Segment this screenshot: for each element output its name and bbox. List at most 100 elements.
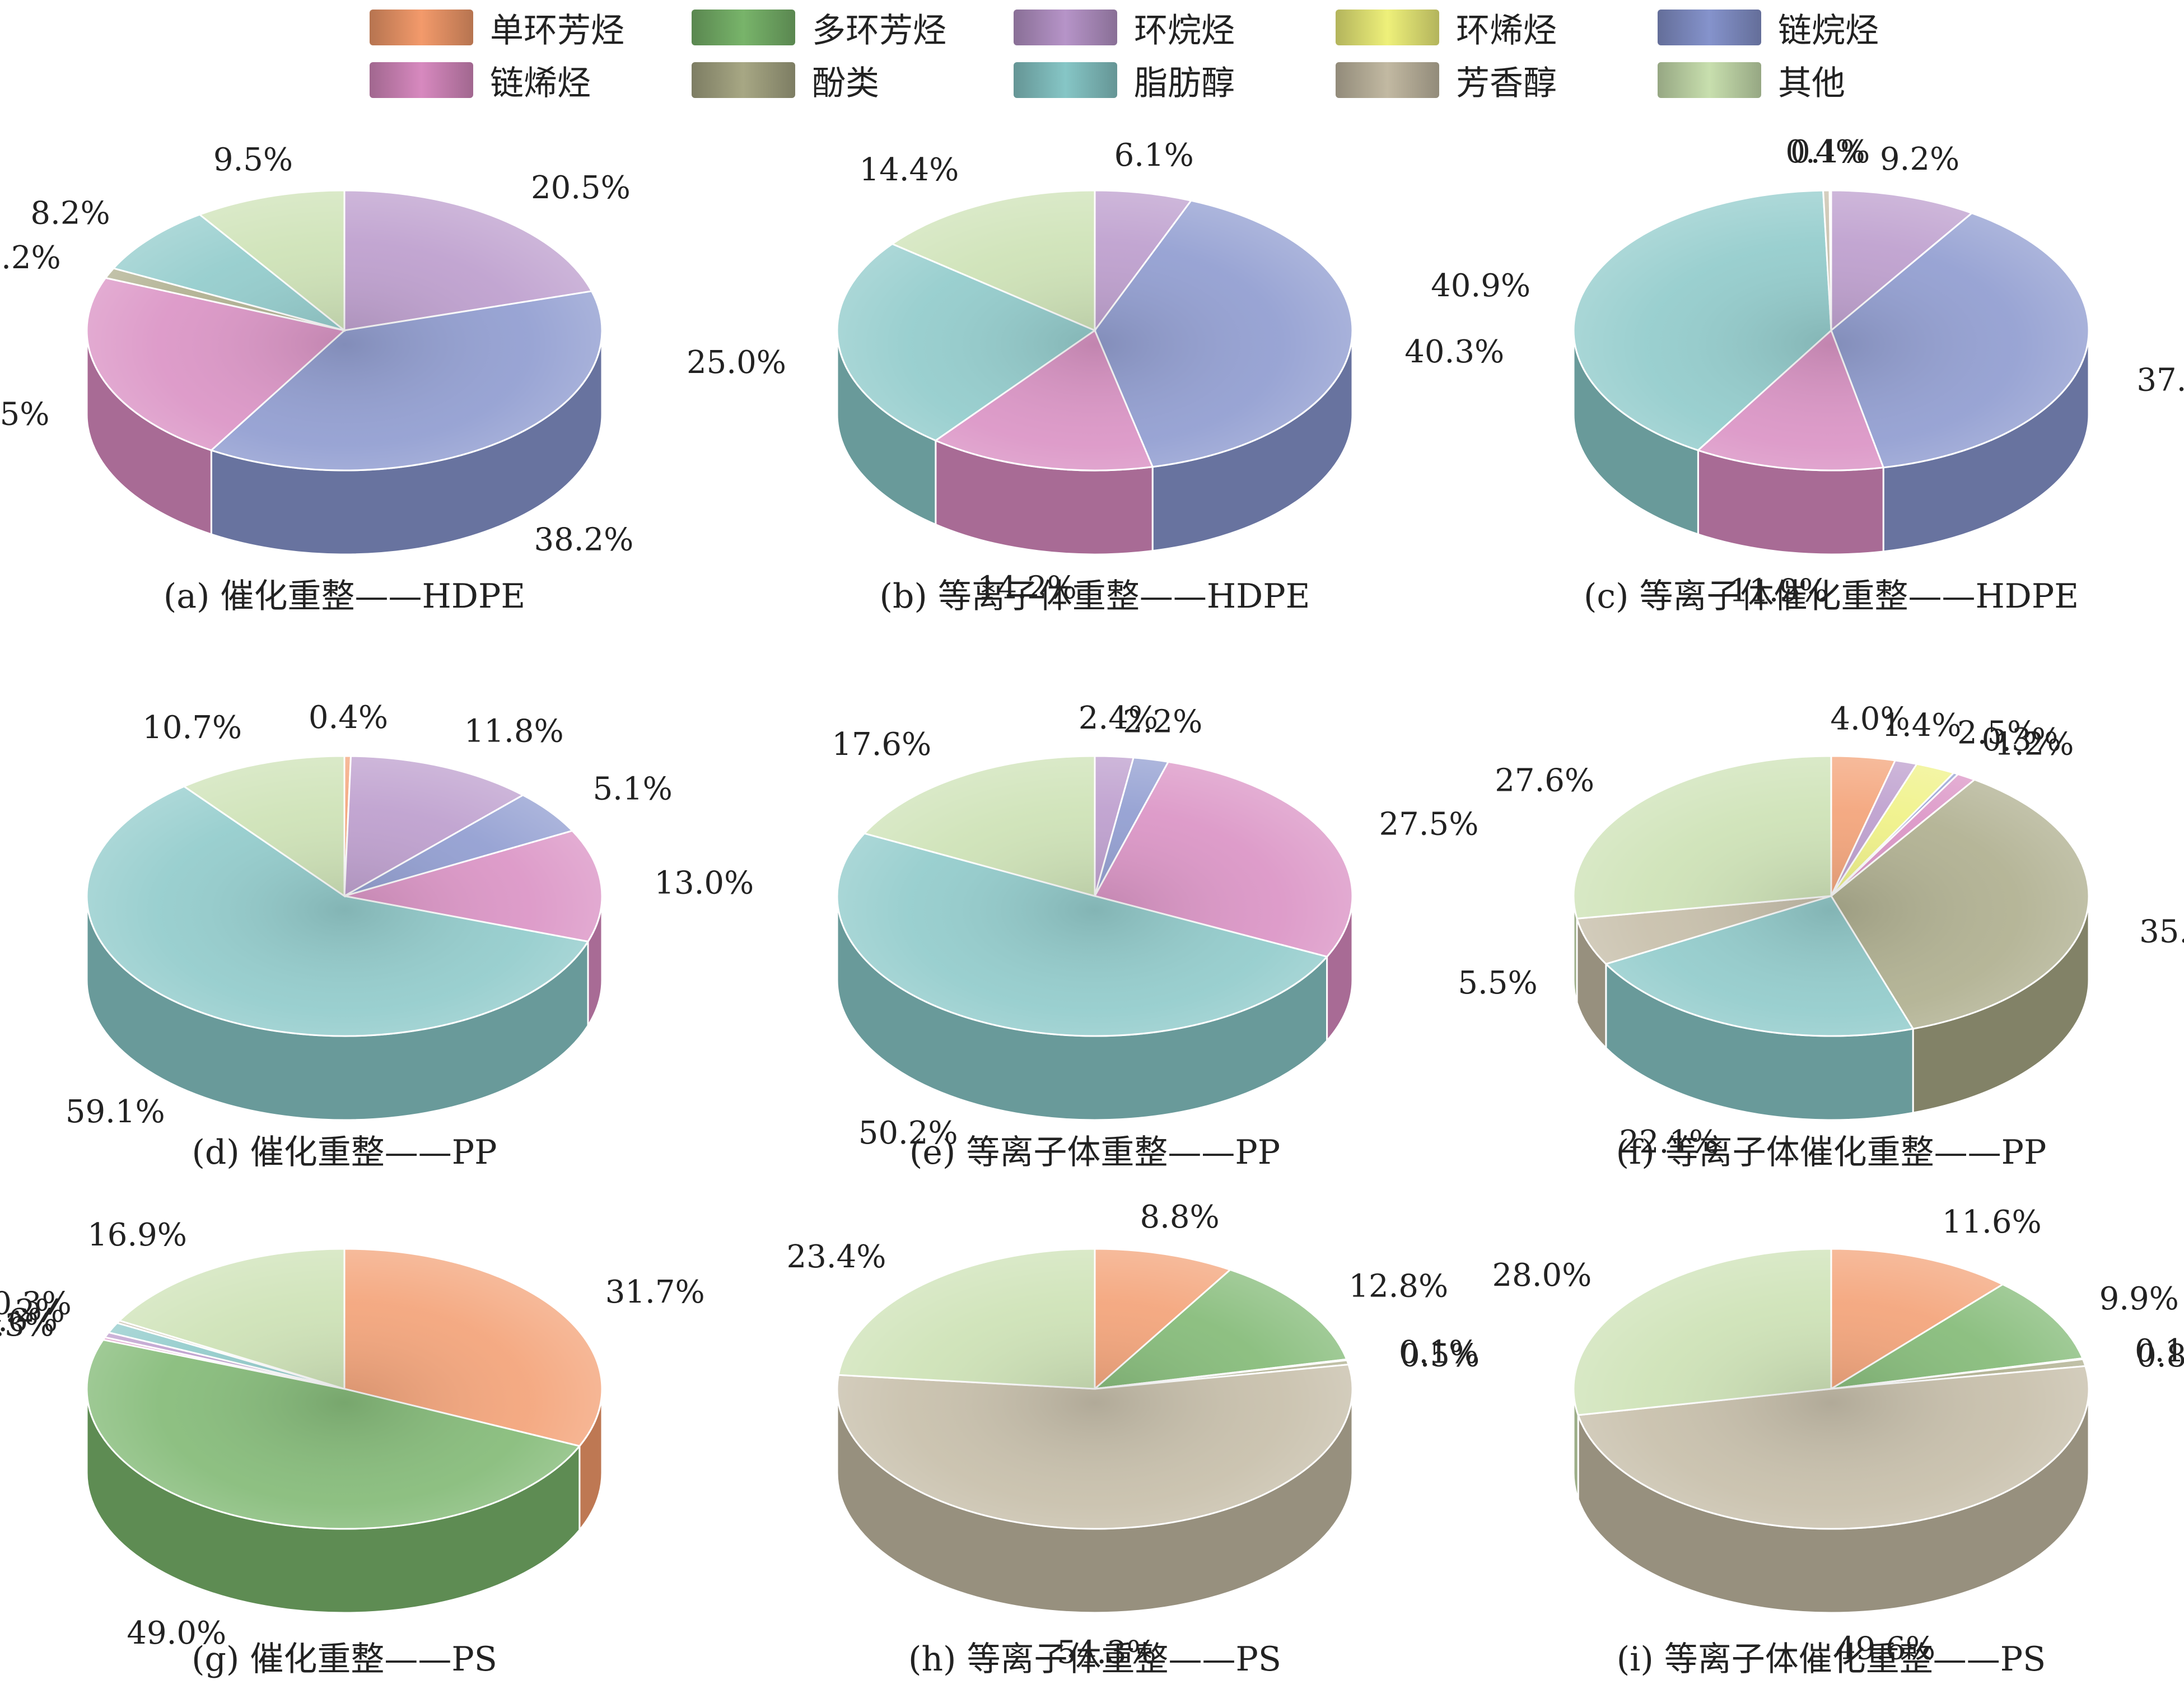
legend-label: 链烷烃 — [1778, 11, 1879, 50]
pie-chart: 4.0%1.4%2.5%0.3%1.2% 35.5% 22.1% 5.5% 27.6% (… — [1458, 701, 2184, 1172]
pie-percent-label: 2.4% — [1079, 700, 1158, 736]
pie-labels: 6.1% 40.3% 14.2% 25.0% 14.4% — [687, 137, 1504, 606]
pie-percent-label: 0.1% — [1790, 134, 1870, 170]
pie-labels: 31.7% 49.0% 0.3%0.6%1.2%0.3% 16.9% — [0, 1217, 705, 1651]
legend-swatch — [1014, 62, 1117, 98]
pie-side-walls — [1572, 330, 2090, 556]
pie-side-walls — [836, 895, 1354, 1121]
legend-swatch — [1658, 62, 1761, 98]
pie-percent-label: 10.7% — [142, 710, 242, 746]
pie-percent-label: 11.8% — [464, 713, 564, 750]
pie-caption: (g) 催化重整——PS — [192, 1640, 497, 1679]
pie-percent-label: 0.1% — [2135, 1333, 2184, 1369]
pie-top-shine — [1574, 1249, 2089, 1529]
pie-percent-label: 22.5% — [0, 396, 49, 433]
pie-top — [1572, 1248, 2090, 1530]
pie-percent-label: 22.1% — [1619, 1124, 1719, 1160]
legend-swatch — [1336, 10, 1439, 45]
pie-caption: (f) 等离子体催化重整——PP — [1616, 1133, 2047, 1172]
pie-side-walls — [836, 330, 1354, 556]
legend: 单环芳烃 多环芳烃 环烷烃 环烯烃 链烷烃 链烯烃 酚类 脂肪醇 芳香醇 其他 — [0, 0, 2184, 112]
pie-percent-label: 16.9% — [87, 1217, 187, 1253]
legend-label: 环烷烃 — [1134, 11, 1235, 50]
pie-chart: 9.2% 37.6% 11.9% 40.9% 0.4%0.1% (c) 等离子体催化重整—… — [1431, 134, 2184, 616]
pie-percent-label: 0.3% — [0, 1286, 72, 1322]
pie-percent-label: 40.9% — [1431, 268, 1530, 304]
legend-item: 其他 — [1658, 55, 1845, 105]
pie-chart: 11.6% 9.9% 0.1%0.8% 49.6% 28.0% (i) 等离子体催化重整—… — [1492, 1204, 2184, 1679]
pie-percent-label: 1.2% — [0, 240, 61, 276]
pie-top-shine — [1574, 190, 2089, 470]
pie-caption: (i) 等离子体催化重整——PS — [1617, 1640, 2046, 1679]
pie-labels: 9.2% 37.6% 11.9% 40.9% 0.4%0.1% — [1431, 134, 2184, 609]
legend-label: 其他 — [1778, 63, 1845, 103]
pie-top-shine — [87, 190, 602, 470]
pie-percent-label: 5.1% — [593, 771, 673, 808]
pie-percent-label: 31.7% — [605, 1274, 705, 1310]
pie-caption: (d) 催化重整——PP — [192, 1133, 497, 1172]
pie-percent-label: 9.9% — [2099, 1281, 2179, 1317]
pie-labels: 2.4%2.2% 27.5% 50.2% 17.6% — [832, 700, 1478, 1151]
pie-percent-label: 8.8% — [1140, 1199, 1219, 1235]
pie-top — [86, 755, 603, 1037]
pie-percent-label: 0.5% — [1400, 1337, 1480, 1374]
pie-percent-label: 9.5% — [213, 142, 293, 178]
pie-percent-label: 1.2% — [1994, 726, 2074, 763]
pie-chart: 0.4% 11.8% 5.1% 13.0% 59.1% 10.7% (d) 催化重整——PP — [66, 699, 754, 1172]
pie-chart: 2.4%2.2% 27.5% 50.2% 17.6% (e) 等离子体重整——PP — [832, 700, 1478, 1172]
pie-top — [1572, 755, 2090, 1037]
pie-top-shine — [87, 1249, 602, 1529]
pie-percent-label: 35.5% — [2139, 914, 2184, 950]
pie-chart: 31.7% 49.0% 0.3%0.6%1.2%0.3% 16.9% (g) 催化重整—… — [0, 1217, 705, 1679]
legend-label: 芳香醇 — [1456, 63, 1557, 103]
legend-swatch — [370, 10, 473, 45]
pie-chart: 8.8% 12.8% 0.1%0.5% 54.3% 23.4% (h) 等离子体重整——P… — [787, 1199, 1480, 1679]
pie-top-shine — [837, 756, 1352, 1036]
pie-percent-label: 11.6% — [1942, 1204, 2042, 1240]
pie-percent-label: 37.6% — [2136, 362, 2184, 398]
pie-percent-label: 4.0% — [1830, 701, 1910, 738]
pie-top — [836, 1248, 1354, 1530]
pie-percent-label: 1.2% — [0, 1293, 65, 1329]
pie-top — [1572, 189, 2090, 472]
legend-swatch — [1014, 10, 1117, 45]
pie-percent-label: 27.5% — [1379, 806, 1479, 842]
pie-labels: 0.4% 11.8% 5.1% 13.0% 59.1% 10.7% — [66, 699, 754, 1130]
pie-percent-label: 6.1% — [1114, 137, 1194, 174]
pie-percent-label: 5.5% — [1458, 965, 1537, 1001]
legend-swatch — [1336, 62, 1439, 98]
pie-top — [836, 755, 1354, 1037]
pie-percent-label: 49.0% — [127, 1615, 226, 1651]
legend-label: 多环芳烃 — [812, 11, 946, 50]
pie-percent-label: 38.2% — [534, 521, 633, 558]
legend-item: 多环芳烃 — [692, 2, 946, 53]
pie-percent-label: 0.3% — [1982, 722, 2061, 758]
legend-label: 酚类 — [812, 63, 879, 103]
pie-percent-label: 13.0% — [654, 865, 754, 901]
pie-caption: (a) 催化重整——HDPE — [164, 577, 525, 616]
pie-percent-label: 0.6% — [0, 1303, 58, 1339]
pie-chart: 6.1% 40.3% 14.2% 25.0% 14.4% (b) 等离子体重整——HDPE — [687, 137, 1504, 616]
pie-percent-label: 8.2% — [30, 195, 110, 232]
legend-item: 环烯烃 — [1336, 2, 1557, 53]
pie-percent-label: 0.4% — [1785, 134, 1865, 170]
pie-percent-label: 14.4% — [859, 152, 959, 188]
legend-label: 脂肪醇 — [1134, 63, 1235, 103]
pie-labels: 20.5% 38.2% 22.5% 1.2% 8.2% 9.5% — [0, 142, 633, 558]
pie-top — [86, 189, 603, 472]
pie-percent-label: 23.4% — [787, 1239, 886, 1275]
pie-caption: (h) 等离子体重整——PS — [908, 1640, 1281, 1679]
pie-side-walls — [1572, 895, 2090, 1121]
pie-percent-label: 50.2% — [858, 1115, 958, 1151]
pie-percent-label: 0.8% — [2136, 1338, 2184, 1374]
legend-item: 芳香醇 — [1336, 55, 1557, 105]
pie-percent-label: 17.6% — [832, 726, 931, 763]
pie-percent-label: 0.4% — [309, 699, 388, 736]
pie-percent-label: 28.0% — [1492, 1257, 1592, 1294]
pie-top — [86, 1248, 603, 1530]
pie-percent-label: 49.6% — [1836, 1631, 1935, 1667]
pie-percent-label: 0.3% — [0, 1307, 54, 1343]
pie-percent-label: 0.1% — [1399, 1335, 1478, 1371]
legend-item: 链烯烃 — [370, 55, 591, 105]
